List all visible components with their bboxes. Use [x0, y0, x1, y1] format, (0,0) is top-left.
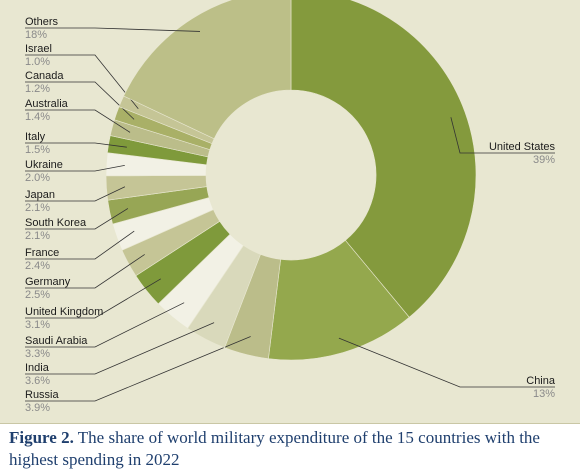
caption-text: The share of world military expenditure … — [9, 428, 540, 469]
value-label-saudi-arabia: 3.3% — [25, 348, 50, 360]
label-russia: Russia — [25, 389, 60, 401]
leader-line-saudi-arabia — [25, 302, 185, 348]
label-australia: Australia — [25, 98, 69, 110]
value-label-united-states: 39% — [533, 154, 555, 166]
label-germany: Germany — [25, 276, 71, 288]
value-label-others: 18% — [25, 29, 47, 41]
figure-label: Figure 2. — [9, 428, 74, 447]
leader-line-united-kingdom — [25, 278, 162, 319]
value-label-canada: 1.2% — [25, 83, 50, 95]
value-label-united-kingdom: 3.1% — [25, 319, 50, 331]
label-italy: Italy — [25, 131, 46, 143]
value-label-japan: 2.1% — [25, 202, 50, 214]
value-label-south-korea: 2.1% — [25, 230, 50, 242]
leader-line-ukraine — [25, 164, 125, 172]
value-label-china: 13% — [533, 388, 555, 400]
value-label-germany: 2.5% — [25, 289, 50, 301]
label-china: China — [526, 375, 556, 387]
leader-line-south-korea — [25, 208, 129, 230]
leader-line-russia — [25, 336, 251, 402]
leader-line-china — [338, 337, 555, 388]
value-label-france: 2.4% — [25, 260, 50, 272]
leader-line-united-states — [450, 117, 555, 154]
leader-line-germany — [25, 254, 145, 289]
label-india: India — [25, 362, 50, 374]
leader-line-italy — [25, 142, 127, 148]
leader-line-france — [25, 230, 135, 260]
label-united-kingdom: United Kingdom — [25, 306, 103, 318]
value-label-india: 3.6% — [25, 375, 50, 387]
label-israel: Israel — [25, 43, 52, 55]
label-others: Others — [25, 16, 59, 28]
leader-line-japan — [25, 186, 126, 202]
figure-caption: Figure 2. The share of world military ex… — [9, 427, 569, 471]
label-canada: Canada — [25, 70, 64, 82]
value-label-russia: 3.9% — [25, 402, 50, 414]
leader-line-australia — [25, 109, 131, 133]
label-ukraine: Ukraine — [25, 159, 63, 171]
slice-united-states — [290, 0, 477, 318]
value-label-ukraine: 2.0% — [25, 172, 50, 184]
leader-line-india — [25, 322, 215, 375]
chart-panel: United States 39% China 13% Russia 3.9% India 3… — [0, 0, 580, 424]
label-saudi-arabia: Saudi Arabia — [25, 335, 88, 347]
donut-chart: United States39%China13%Russia3.9%India3… — [25, 0, 556, 414]
value-label-italy: 1.5% — [25, 144, 50, 156]
label-japan: Japan — [25, 189, 55, 201]
leader-line-israel — [25, 54, 139, 109]
leader-line-others — [25, 27, 201, 32]
slice-others — [123, 0, 292, 140]
value-label-australia: 1.4% — [25, 111, 50, 123]
label-south-korea: South Korea — [25, 217, 87, 229]
label-united-states: United States — [489, 141, 556, 153]
label-france: France — [25, 247, 59, 259]
value-label-israel: 1.0% — [25, 56, 50, 68]
